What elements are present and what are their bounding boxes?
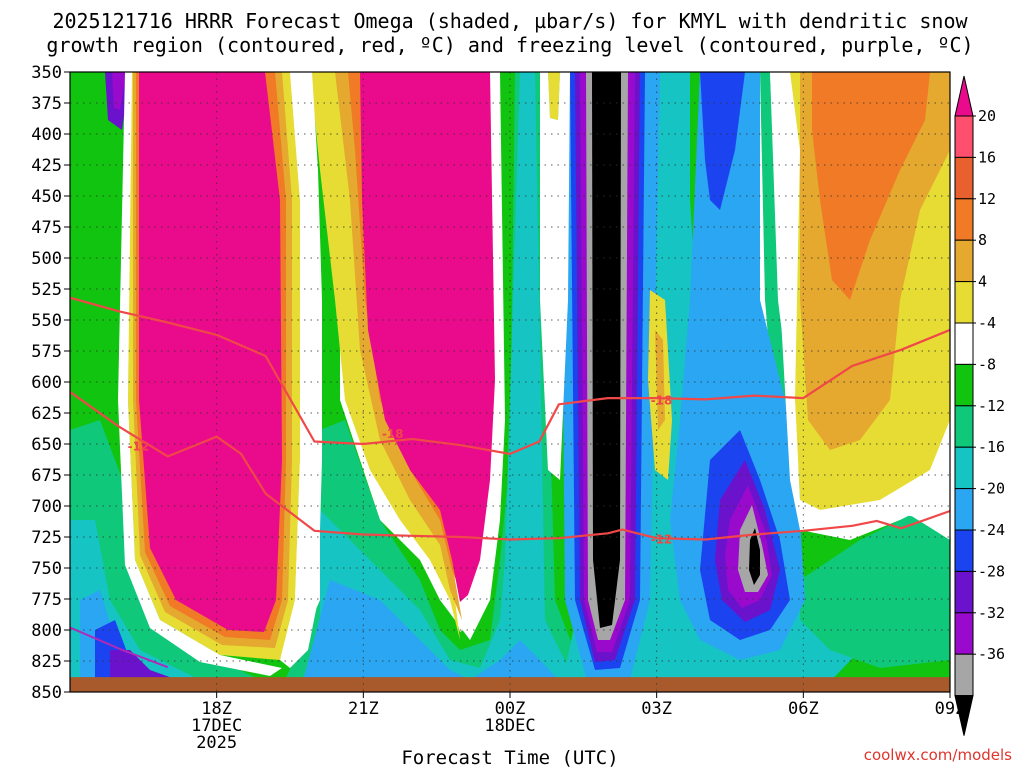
omega-magenta-center <box>360 72 495 602</box>
colorbar-label: 20 <box>978 107 996 125</box>
plot-area: -12 -18 -18 -12 <box>70 72 950 692</box>
contour-label-text: -18 <box>382 427 404 441</box>
colorbar: 20 16 12 8 4 -4 -8 -12 -16 -20 -24 -28 -32 -36 <box>954 75 1005 736</box>
x-tick-label: 18Z <box>201 699 232 719</box>
y-tick-label: 550 <box>31 311 62 331</box>
omega-white-center-north <box>540 72 570 480</box>
y-tick-label: 525 <box>31 280 62 300</box>
colorbar-swatch <box>954 322 974 365</box>
dgz-contour--18 <box>70 296 950 455</box>
y-tick-label: 800 <box>31 621 62 641</box>
colorbar-swatch <box>954 239 974 283</box>
colorbar-label: -4 <box>978 314 996 332</box>
x-tick-label: 21Z <box>348 699 379 719</box>
y-tick-label: 375 <box>31 94 62 114</box>
colorbar-label: -12 <box>978 397 1005 415</box>
contour-label-text: -18 <box>651 394 673 408</box>
omega-white-west-right <box>280 72 322 668</box>
colorbar-swatch <box>954 405 974 448</box>
y-tick-label: 425 <box>31 156 62 176</box>
colorbar-label: 8 <box>978 231 987 249</box>
contour-labels: -12 -18 -18 -12 <box>128 394 673 547</box>
colorbar-swatch <box>954 612 974 655</box>
y-tick-label: 750 <box>31 559 62 579</box>
y-tick-label: 500 <box>31 249 62 269</box>
y-tick-label: 400 <box>31 125 62 145</box>
omega-white-east <box>770 72 950 535</box>
contour-label: -18 <box>382 427 404 441</box>
freezing-level-line <box>70 626 169 669</box>
contour-label: -12 <box>651 532 673 546</box>
y-tick-label: 625 <box>31 404 62 424</box>
contour-label-text: -12 <box>128 439 150 453</box>
omega-shading <box>70 72 950 692</box>
y-tick-label: 700 <box>31 497 62 517</box>
y-tick-label: 475 <box>31 218 62 238</box>
colorbar-label: -24 <box>978 521 1005 539</box>
omega-black-center <box>592 72 621 628</box>
colorbar-swatch <box>954 156 974 200</box>
y-tick-label: 600 <box>31 373 62 393</box>
colorbar-label: 12 <box>978 190 996 208</box>
omega-magenta-west <box>139 72 282 632</box>
colorbar-label: 16 <box>978 148 996 166</box>
colorbar-swatch <box>954 653 974 697</box>
colorbar-top-arrow <box>954 75 974 117</box>
omega-black-east <box>749 528 760 585</box>
omega-magenta-west <box>112 72 126 110</box>
omega-darkblue-east <box>700 72 745 210</box>
y-tick-label: 350 <box>31 63 62 83</box>
contour-label: -12 <box>128 439 150 453</box>
x-tick-label: 03Z <box>641 699 672 719</box>
y-tick-label: 825 <box>31 652 62 672</box>
y-axis: 350 375 400 425 450 475 500 525 550 575 600 625 650 6… <box>31 63 70 703</box>
omega-gold-strip-east <box>655 330 665 430</box>
contour-label: -18 <box>651 394 673 408</box>
omega-blue-mid <box>300 580 570 692</box>
colorbar-bottom-arrow <box>954 695 974 736</box>
contour-label-text: -12 <box>651 532 673 546</box>
colorbar-swatch <box>954 488 974 531</box>
colorbar-swatch <box>954 529 974 572</box>
dgz-contours <box>70 296 950 541</box>
chart-title: 2025121716 HRRR Forecast Omega (shaded, … <box>52 9 968 33</box>
omega-blue-east <box>670 72 805 660</box>
x-tick-label: 17DEC <box>191 716 242 736</box>
colorbar-label: -8 <box>978 355 996 373</box>
omega-yellow-strip-north <box>548 72 560 120</box>
colorbar-swatch <box>954 198 974 241</box>
colorbar-swatch <box>954 446 974 490</box>
x-tick-label: 2025 <box>196 733 237 753</box>
colorbar-label: -36 <box>978 645 1005 663</box>
colorbar-label: -28 <box>978 562 1005 580</box>
y-tick-label: 775 <box>31 590 62 610</box>
freezing-level-contour <box>70 626 169 669</box>
x-axis-label: Forecast Time (UTC) <box>401 747 618 768</box>
y-tick-label: 675 <box>31 466 62 486</box>
x-tick-label: 00Z <box>495 699 526 719</box>
credit-text: coolwx.com/models <box>864 746 1012 764</box>
colorbar-label: 4 <box>978 273 987 291</box>
omega-cyan-mid <box>300 72 580 692</box>
colorbar-swatch <box>954 115 974 158</box>
chart-subtitle: growth region (contoured, red, ºC) and f… <box>46 33 973 57</box>
x-tick-label: 18DEC <box>484 716 535 736</box>
dgz-contour--12 <box>70 391 950 541</box>
colorbar-label: -20 <box>978 480 1005 498</box>
y-tick-label: 650 <box>31 435 62 455</box>
y-tick-label: 725 <box>31 528 62 548</box>
colorbar-label: -16 <box>978 438 1005 456</box>
terrain <box>70 677 950 692</box>
colorbar-swatch <box>954 363 974 407</box>
y-tick-label: 850 <box>31 683 62 703</box>
y-tick-label: 575 <box>31 342 62 362</box>
y-tick-label: 450 <box>31 187 62 207</box>
colorbar-swatch <box>954 281 974 324</box>
colorbar-swatch <box>954 570 974 614</box>
colorbar-label: -32 <box>978 604 1005 622</box>
x-tick-label: 06Z <box>788 699 819 719</box>
omega-orange-east <box>812 72 930 300</box>
